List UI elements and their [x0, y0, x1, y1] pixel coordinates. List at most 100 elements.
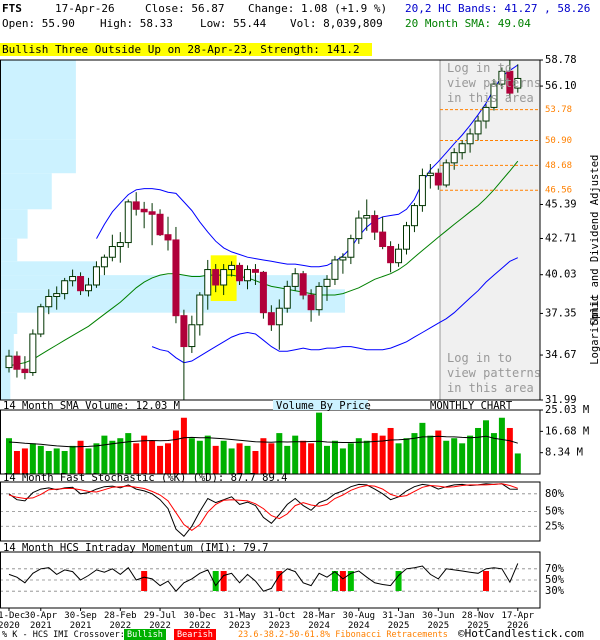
volume-bar [220, 440, 227, 474]
volume-bar [498, 417, 505, 474]
volume-by-price-bar [0, 60, 76, 140]
volume-by-price-bar [0, 357, 11, 400]
candle-body [164, 234, 172, 241]
chart-label: MONTHLY CHART [430, 400, 513, 412]
volume-bar [165, 443, 171, 474]
volume-bar [387, 427, 394, 474]
volume-bar [331, 440, 338, 474]
candle-body [156, 213, 164, 236]
volume-by-price-bar [0, 238, 18, 262]
crossover-signal [331, 571, 338, 591]
candle-body [61, 280, 69, 295]
volume-bar [403, 438, 410, 474]
candle-body [100, 256, 108, 268]
candle-body [410, 205, 418, 227]
line [8, 483, 518, 538]
close: Close: 56.87 [145, 2, 225, 15]
x-tick-label: 28-Nov 2025 [461, 611, 495, 631]
date: 17-Apr-26 [55, 2, 115, 15]
y-tick-label: 70% [545, 563, 565, 575]
candle-body [498, 70, 506, 85]
candle-body [180, 315, 188, 348]
volume-bar [77, 440, 84, 474]
volume-bar [475, 427, 482, 474]
y-tick-label: 37.35 [545, 307, 577, 319]
volume-bar [514, 453, 521, 474]
volume-bar [125, 433, 132, 474]
volume-by-price-bar [0, 261, 97, 276]
candle-body [506, 70, 514, 94]
copyright: ©HotCandlestick.com [458, 627, 584, 640]
volume-by-price-bar [0, 209, 28, 239]
volume-bar [13, 450, 20, 474]
candle-body [148, 211, 156, 215]
volume-bar [244, 445, 251, 474]
volume-bar [149, 440, 156, 474]
volume-bar [355, 438, 362, 474]
volume-bar [395, 443, 402, 474]
x-tick-label: 29-Jul 2022 [143, 611, 177, 631]
x-tick-label: 31-May 2023 [223, 611, 256, 631]
crossover-signal [339, 571, 346, 591]
volume-bar [37, 445, 44, 474]
candle-body [490, 83, 498, 108]
volume-bar [101, 435, 108, 474]
volume-bar [141, 435, 148, 474]
candle-body [196, 294, 204, 326]
candle-body [275, 307, 283, 326]
fibonacci-key: 23.6-38.2-50-61.8% Fibonacci Retracement… [238, 630, 448, 640]
candle-body [236, 264, 244, 282]
candle-body [132, 201, 140, 210]
candle-body [291, 273, 299, 287]
candle-body [347, 238, 355, 258]
candle-body [315, 285, 323, 311]
volume-by-price-bar [0, 334, 14, 358]
candle-body [188, 324, 196, 348]
volume-by-price-bar [0, 312, 18, 335]
watermark: Log in to view patterns in this area [447, 61, 541, 105]
candle-body [13, 355, 21, 370]
x-tick-label: 17-Apr 2026 [501, 611, 535, 631]
symbol: FTS [2, 2, 22, 15]
y-tick-label: 31.99 [545, 394, 577, 406]
candle-body [371, 215, 379, 233]
fibonacci-label: 46.56 [545, 186, 572, 196]
high: High: 58.33 [100, 17, 173, 30]
volume-bar [45, 450, 52, 474]
bands-label: 20,2 HC Bands: 41.27 , 58.26 [405, 2, 591, 15]
candle-body [220, 269, 228, 286]
candle-body [418, 175, 426, 207]
crossover-signal [276, 571, 283, 591]
pattern-banner: Bullish Three Outside Up on 28-Apr-23, S… [0, 43, 372, 56]
volume-bar [61, 450, 68, 474]
volume-bar [459, 443, 466, 474]
candle-body [442, 162, 450, 186]
candle-body [116, 242, 124, 248]
candle-body [514, 77, 522, 89]
volume-bar [172, 430, 179, 474]
volume-by-price-bar [0, 275, 328, 290]
candle-body [37, 306, 45, 335]
x-tick-label: 30-Apr 2021 [24, 611, 58, 631]
candle-body [395, 248, 403, 264]
open: Open: 55.90 [2, 17, 75, 30]
candle-body [21, 368, 29, 374]
candle-body [251, 269, 259, 273]
crossover-signal [141, 571, 148, 591]
side-label: Logarithmic [589, 295, 600, 365]
volume-bar [196, 440, 203, 474]
panel-border [0, 551, 541, 609]
candle-body [212, 269, 220, 286]
y-tick-label: 80% [545, 488, 565, 500]
crossover-signal [395, 571, 402, 591]
volume: Vol: 8,039,809 [290, 17, 383, 30]
watermark: Log in to view patterns in this area [447, 351, 541, 395]
volume-bar [427, 435, 434, 474]
y-tick-label: 16.68 M [545, 425, 589, 437]
volume-bar [308, 443, 315, 474]
volume-bar [419, 422, 426, 474]
volume-bar [467, 435, 474, 474]
volume-bar [324, 445, 330, 474]
volume-bar [93, 443, 100, 474]
